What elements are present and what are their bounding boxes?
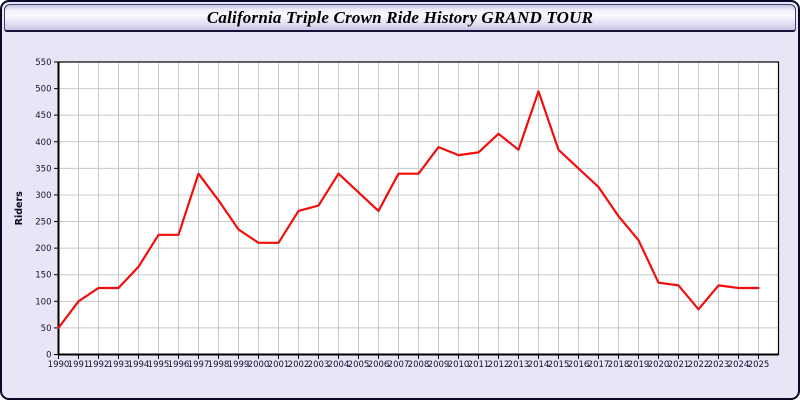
title-bar: California Triple Crown Ride History GRA…: [4, 4, 796, 32]
x-tick-label: 1997: [188, 360, 210, 370]
tick-marks: [54, 61, 759, 359]
x-tick-label: 2000: [248, 360, 270, 370]
x-tick-label: 2014: [528, 360, 550, 370]
x-tick-label: 2002: [288, 360, 310, 370]
x-tick-label: 2007: [388, 360, 410, 370]
x-tick-label: 2009: [428, 360, 450, 370]
y-tick-label: 200: [35, 244, 51, 254]
x-tick-label: 2005: [348, 360, 370, 370]
x-tick-label: 2013: [508, 360, 530, 370]
x-tick-label: 2006: [368, 360, 390, 370]
x-tick-label: 2018: [608, 360, 630, 370]
x-tick-label: 2008: [408, 360, 430, 370]
y-tick-label: 450: [35, 111, 51, 121]
y-tick-label: 400: [35, 138, 51, 148]
x-tick-label: 2023: [708, 360, 730, 370]
x-tick-label: 1995: [148, 360, 170, 370]
y-tick-labels: 0 50 100 150 200 250 300 350 400 450 500 550: [35, 58, 51, 361]
x-tick-label: 2003: [308, 360, 330, 370]
x-tick-label: 2011: [468, 360, 490, 370]
x-tick-label: 2017: [588, 360, 610, 370]
x-tick-label: 1996: [168, 360, 190, 370]
x-tick-label: 2024: [728, 360, 750, 370]
x-tick-label: 1990: [48, 360, 70, 370]
x-tick-label: 2022: [688, 360, 710, 370]
gridlines: [58, 62, 779, 355]
x-tick-label: 2001: [268, 360, 290, 370]
x-tick-label: 2004: [328, 360, 350, 370]
page-title: California Triple Crown Ride History GRA…: [206, 7, 594, 27]
x-tick-labels: 1990199119921993199419951996199719981999…: [48, 360, 770, 370]
x-tick-label: 2025: [748, 360, 770, 370]
x-tick-label: 2021: [668, 360, 690, 370]
x-tick-label: 2020: [648, 360, 670, 370]
y-tick-label: 0: [46, 351, 51, 361]
y-tick-label: 250: [35, 218, 51, 228]
x-tick-label: 1999: [228, 360, 250, 370]
x-tick-label: 2019: [628, 360, 650, 370]
x-tick-label: 2012: [488, 360, 510, 370]
riders-series-line: [57, 90, 760, 329]
x-tick-label: 1994: [128, 360, 150, 370]
y-axis-title: Riders: [14, 191, 25, 226]
y-tick-label: 350: [35, 164, 51, 174]
y-tick-label: 150: [35, 271, 51, 281]
x-tick-label: 2010: [448, 360, 470, 370]
x-tick-label: 1993: [108, 360, 130, 370]
x-tick-label: 1998: [208, 360, 230, 370]
y-tick-label: 100: [35, 297, 51, 307]
x-tick-label: 2016: [568, 360, 590, 370]
y-tick-label: 300: [35, 191, 51, 201]
x-tick-label: 1992: [88, 360, 110, 370]
x-tick-label: 1991: [68, 360, 90, 370]
x-tick-label: 2015: [548, 360, 570, 370]
y-tick-label: 50: [41, 324, 52, 334]
y-tick-label: 550: [35, 58, 51, 68]
y-tick-label: 500: [35, 85, 51, 95]
